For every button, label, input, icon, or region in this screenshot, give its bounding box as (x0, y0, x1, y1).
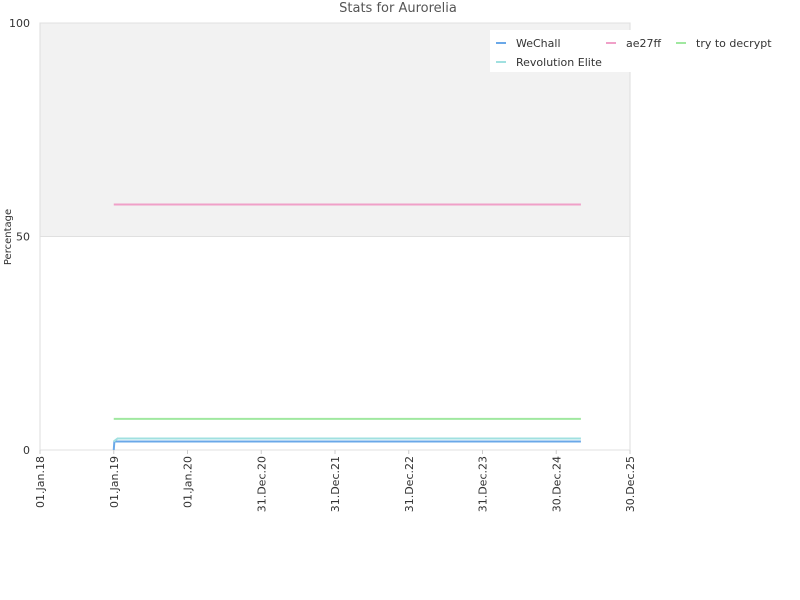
y-tick-label: 50 (16, 231, 30, 244)
legend-label: WeChall (516, 37, 561, 50)
x-tick-label: 31.Dec.23 (477, 456, 490, 512)
x-tick-label: 31.Dec.22 (403, 456, 416, 512)
legend-box (490, 30, 790, 72)
legend-label: try to decrypt (696, 37, 772, 50)
legend-label: Revolution Elite (516, 56, 602, 69)
x-tick-label: 31.Dec.20 (255, 456, 268, 512)
plot-band (40, 236, 630, 450)
chart-title: Stats for Aurorelia (339, 1, 457, 16)
x-tick-label: 31.Dec.21 (329, 456, 342, 512)
y-tick-label: 0 (23, 444, 30, 457)
x-tick-label: 01.Jan.20 (182, 456, 195, 508)
x-tick-label: 30.Dec.25 (624, 456, 637, 512)
y-tick-label: 100 (9, 17, 30, 30)
x-tick-label: 01.Jan.18 (34, 456, 47, 508)
x-tick-label: 01.Jan.19 (108, 456, 121, 508)
legend-label: ae27ff (626, 37, 662, 50)
y-axis-label: Percentage (3, 209, 14, 265)
series-line (113, 437, 581, 443)
x-tick-label: 30.Dec.24 (550, 456, 563, 512)
